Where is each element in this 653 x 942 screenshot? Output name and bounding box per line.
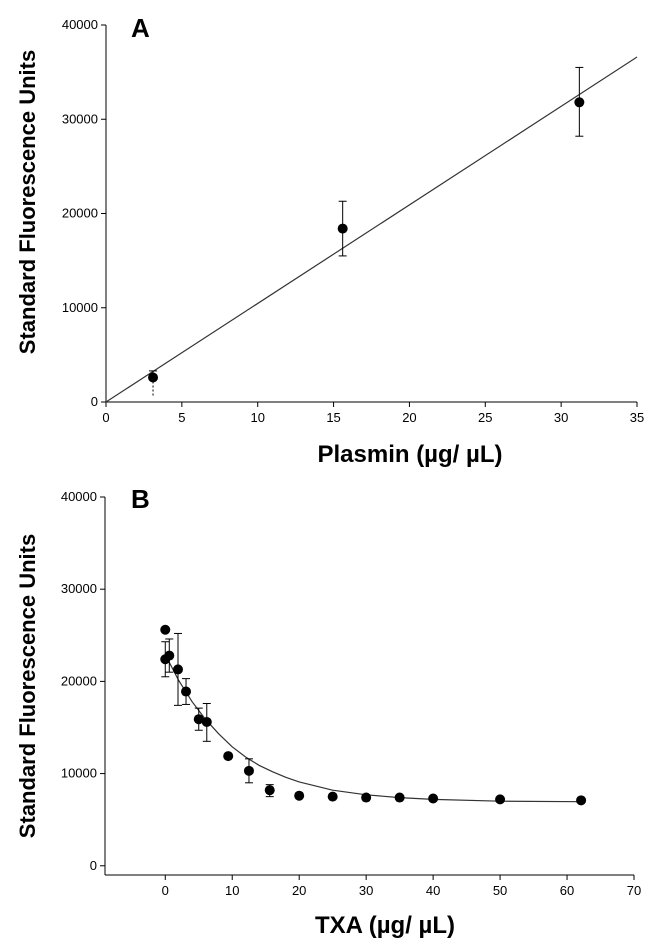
- panel-a-y-tick-label: 40000: [62, 17, 98, 32]
- panel-b-data-point: [181, 686, 192, 697]
- panel-b-data-point: [361, 792, 372, 803]
- panel-a: A Standard Fluorescence Units Plasmin (µ…: [15, 13, 644, 468]
- panel-a-data-point: [148, 372, 159, 383]
- panel-b-data-point: [495, 794, 506, 805]
- panel-a-y-tick-label: 30000: [62, 111, 98, 126]
- panel-b-plot-area: 0 10000 20000 30000 40000 0 10 20 30 40 50 60 70: [61, 489, 641, 898]
- panel-a-x-tick-label: 5: [178, 410, 185, 425]
- panel-b-x-tick-label: 40: [426, 883, 440, 898]
- panel-b-data-point: [576, 795, 587, 806]
- panel-a-y-tick-label: 0: [91, 394, 98, 409]
- panel-b-y-tick-label: 30000: [61, 581, 97, 596]
- panel-a-x-tick-label: 0: [102, 410, 109, 425]
- panel-b-x-tick-label: 50: [493, 883, 507, 898]
- panel-b-y-tick-label: 20000: [61, 673, 97, 688]
- panel-b-data-point: [243, 765, 254, 776]
- panel-b-data-point: [164, 650, 175, 661]
- panel-a-letter: A: [131, 13, 150, 43]
- panel-b-x-tick-label: 10: [225, 883, 239, 898]
- panel-b-data-point: [394, 792, 405, 803]
- panel-b: B Standard Fluorescence Units TXA (µg/ µ…: [15, 484, 641, 939]
- panel-b-x-tick-label: 60: [560, 883, 574, 898]
- panel-b-fit-curve: [164, 654, 582, 803]
- panel-b-data-point: [264, 785, 275, 796]
- panel-a-x-tick-label: 15: [326, 410, 340, 425]
- panel-b-data-point: [223, 751, 234, 762]
- panel-a-plot-area: 0 10000 20000 30000 40000 0 5 10 15 20 25 30 35: [62, 17, 644, 425]
- panel-b-y-tick-label: 0: [90, 858, 97, 873]
- panel-a-data-point: [337, 223, 348, 234]
- panel-a-y-axis-title: Standard Fluorescence Units: [15, 50, 40, 354]
- panel-b-data-point: [327, 791, 338, 802]
- panel-a-x-tick-label: 30: [554, 410, 568, 425]
- panel-b-data-point: [172, 664, 183, 675]
- panel-b-y-axis-title: Standard Fluorescence Units: [15, 534, 40, 838]
- panel-b-y-tick-label: 10000: [61, 766, 97, 781]
- panel-a-x-tick-label: 20: [402, 410, 416, 425]
- panel-a-y-tick-label: 20000: [62, 206, 98, 221]
- panel-b-x-tick-label: 0: [162, 883, 169, 898]
- panel-b-x-axis-title: TXA (µg/ µL): [315, 912, 455, 939]
- panel-b-x-tick-label: 20: [292, 883, 306, 898]
- panel-b-x-tick-label: 30: [359, 883, 373, 898]
- panel-a-fit-line: [105, 56, 638, 403]
- panel-a-y-tick-label: 10000: [62, 300, 98, 315]
- panel-a-x-tick-label: 10: [250, 410, 264, 425]
- panel-b-x-tick-label: 70: [627, 883, 641, 898]
- panel-b-data-point: [160, 624, 171, 635]
- panel-a-x-tick-label: 35: [630, 410, 644, 425]
- panel-b-data-point: [428, 793, 439, 804]
- panel-b-data-point: [201, 716, 212, 727]
- panel-b-data-point: [193, 714, 204, 725]
- panel-b-letter: B: [131, 484, 150, 514]
- panel-a-data-point: [574, 97, 585, 108]
- panel-a-x-tick-label: 25: [478, 410, 492, 425]
- panel-b-y-tick-label: 40000: [61, 489, 97, 504]
- panel-b-data-point: [294, 790, 305, 801]
- panel-a-x-axis-title: Plasmin (µg/ µL): [317, 441, 502, 468]
